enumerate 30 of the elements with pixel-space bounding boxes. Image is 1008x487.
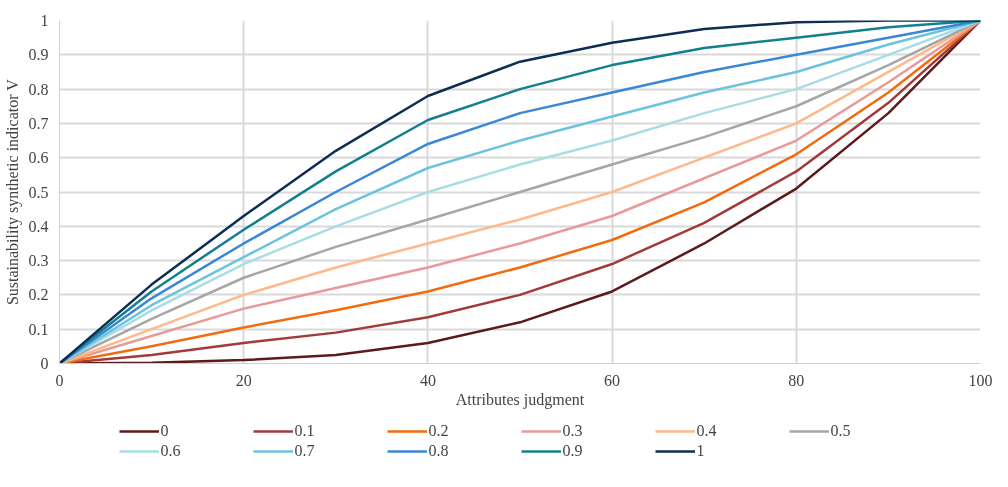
x-tick-label: 0 bbox=[55, 371, 64, 389]
legend-label: 0.1 bbox=[294, 422, 316, 440]
legend-label: 0.4 bbox=[696, 422, 718, 440]
y-tick-label: 1 bbox=[40, 12, 49, 29]
x-tick-label: 60 bbox=[604, 371, 621, 389]
x-tick-label: 100 bbox=[968, 371, 993, 389]
y-tick-label: 0.7 bbox=[28, 114, 49, 132]
legend-label: 0.5 bbox=[830, 422, 852, 440]
legend-label: 0 bbox=[160, 422, 170, 440]
legend-label: 0.9 bbox=[562, 442, 584, 460]
y-tick-label: 0.3 bbox=[28, 252, 49, 270]
x-tick-label: 80 bbox=[788, 371, 805, 389]
y-axis-title: Sustainability synthetic indicator V bbox=[3, 78, 22, 306]
x-axis-title: Attributes judgment bbox=[455, 390, 585, 409]
y-tick-label: 0.4 bbox=[28, 217, 49, 235]
y-tick-label: 0 bbox=[40, 355, 49, 372]
y-tick-label: 0.8 bbox=[28, 80, 49, 98]
legend-label: 0.7 bbox=[294, 442, 316, 460]
y-tick-label: 0.9 bbox=[28, 46, 49, 64]
legend-label: 0.8 bbox=[428, 442, 450, 460]
legend-label: 0.2 bbox=[428, 422, 450, 440]
legend-label: 1 bbox=[696, 442, 706, 460]
legend-label: 0.6 bbox=[160, 442, 182, 460]
x-tick-label: 40 bbox=[419, 371, 436, 389]
x-tick-label: 20 bbox=[235, 371, 252, 389]
legend-label: 0.3 bbox=[562, 422, 584, 440]
y-tick-label: 0.2 bbox=[28, 286, 49, 304]
y-tick-label: 0.5 bbox=[28, 183, 49, 201]
y-tick-label: 0.1 bbox=[28, 320, 49, 338]
y-tick-label: 0.6 bbox=[28, 149, 49, 167]
